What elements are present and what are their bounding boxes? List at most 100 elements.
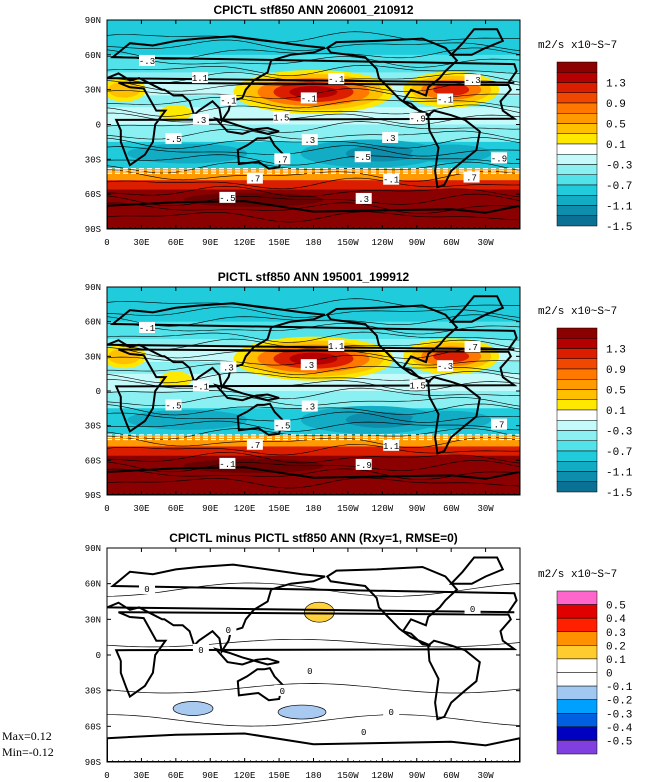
contour-label: 0 bbox=[192, 643, 209, 656]
y-tick-label: 90S bbox=[85, 491, 101, 501]
colorbar-swatch bbox=[556, 461, 598, 472]
contour-line bbox=[107, 387, 520, 400]
contour-label: 1.1 bbox=[192, 72, 208, 84]
svg-text:0: 0 bbox=[470, 605, 475, 615]
colorbar-swatch bbox=[556, 61, 598, 73]
field: -.1 .3 .3 1.1 .7 -.1 -.5 -.9 -.3 -.5 .7 1.1 1.5 .7 -.1… bbox=[107, 287, 520, 495]
colorbar-label: -0.7 bbox=[606, 447, 632, 459]
colorbar-swatch bbox=[556, 440, 598, 452]
max-label: Max=0.12 bbox=[2, 729, 52, 743]
contour-line bbox=[107, 121, 520, 133]
contour-label: -.3 bbox=[139, 55, 155, 67]
units-label: m2/s x10~S~7 bbox=[538, 40, 617, 52]
colorbar-label: 0.5 bbox=[606, 120, 626, 132]
colorbar-label: -0.2 bbox=[606, 696, 632, 708]
y-tick-label: 30N bbox=[85, 352, 101, 362]
band bbox=[107, 287, 520, 322]
coastline-africa bbox=[114, 81, 518, 167]
y-tick-label: 60S bbox=[85, 722, 101, 732]
svg-text:-.3: -.3 bbox=[139, 57, 155, 67]
contour-line bbox=[107, 185, 520, 198]
colorbar-swatch bbox=[556, 348, 598, 359]
svg-text:-.9: -.9 bbox=[356, 461, 372, 471]
y-tick-label: 60N bbox=[85, 318, 101, 328]
svg-text:-.1: -.1 bbox=[220, 97, 236, 107]
colorbar-swatch bbox=[556, 205, 598, 216]
x-tick-label: 60E bbox=[168, 771, 184, 781]
colorbar-swatch bbox=[556, 481, 598, 493]
contour-label: 0 bbox=[464, 602, 481, 615]
colorbar-label: 0.5 bbox=[606, 386, 626, 398]
coastline-eurasia bbox=[107, 302, 518, 391]
contour-label: 0 bbox=[274, 684, 291, 697]
x-tick-label: 30E bbox=[133, 504, 149, 514]
svg-text:1.1: 1.1 bbox=[192, 74, 208, 84]
field: 0 0 0 0 0 0 0 0 bbox=[107, 556, 520, 762]
colorbar: 1.3 0.9 0.5 0.1 -0.3 -0.7 -1.1 -1.5 bbox=[556, 61, 633, 234]
colorbar-swatch bbox=[556, 713, 598, 728]
band bbox=[107, 434, 520, 447]
svg-text:.7: .7 bbox=[249, 441, 260, 451]
x-tick-label: 120E bbox=[234, 771, 256, 781]
low-cell bbox=[127, 409, 248, 430]
contour-line bbox=[107, 428, 520, 440]
contour-label: .7 bbox=[274, 153, 291, 165]
contour-label: 1.5 bbox=[410, 379, 426, 391]
coastline-indonesia bbox=[212, 383, 280, 402]
colorbar-label: 0.5 bbox=[606, 601, 626, 613]
colorbar-swatch bbox=[556, 658, 598, 673]
colorbar-swatch bbox=[556, 154, 598, 165]
colorbar-label: -0.3 bbox=[606, 161, 632, 173]
svg-text:.7: .7 bbox=[494, 421, 505, 431]
x-tick-label: 0 bbox=[104, 238, 109, 248]
svg-text:-.1: -.1 bbox=[193, 382, 209, 392]
x-tick-label: 0 bbox=[104, 504, 109, 514]
x-tick-label: 90W bbox=[409, 238, 426, 248]
x-tick-label: 150E bbox=[268, 504, 290, 514]
contour-label: -.5 bbox=[219, 191, 236, 204]
contour-label: 0 bbox=[355, 725, 372, 738]
svg-text:-.9: -.9 bbox=[410, 115, 426, 125]
colorbar-swatch bbox=[556, 82, 598, 93]
contour-label: -.9 bbox=[356, 458, 372, 471]
colorbar-swatch bbox=[556, 368, 598, 380]
svg-text:-.5: -.5 bbox=[165, 135, 181, 145]
contour-label: .7 bbox=[464, 341, 481, 353]
colorbar-swatch bbox=[556, 672, 598, 687]
contour-label: 0 bbox=[301, 664, 318, 677]
colorbar-label: 0.1 bbox=[606, 406, 626, 418]
zero-contour bbox=[107, 683, 520, 694]
colorbar-swatch bbox=[556, 358, 598, 370]
svg-text:0: 0 bbox=[307, 667, 312, 677]
x-tick-label: 90W bbox=[409, 504, 426, 514]
x-tick-label: 90W bbox=[409, 771, 426, 781]
high-pressure-cell bbox=[159, 104, 192, 121]
contour-label: -.3 bbox=[437, 360, 453, 372]
field: -.3 -.1 .3 -.1 -.3 .3 .7 .3 -.1 -.5 .7 -.1 -.9 -.9 -.5… bbox=[107, 20, 520, 229]
x-tick-label: 120E bbox=[234, 504, 256, 514]
x-tick-label: 30E bbox=[133, 771, 149, 781]
svg-text:1.5: 1.5 bbox=[410, 381, 426, 391]
colorbar-swatch bbox=[556, 420, 598, 431]
colorbar-swatch bbox=[556, 379, 598, 390]
y-tick-label: 30S bbox=[85, 155, 101, 165]
svg-text:.3: .3 bbox=[304, 403, 315, 413]
contour-label: -.1 bbox=[139, 322, 155, 334]
contour-label: 0 bbox=[383, 705, 400, 718]
y-tick-label: 90S bbox=[85, 758, 101, 768]
colorbar-label: 0 bbox=[606, 669, 613, 681]
contour-label: .3 bbox=[300, 359, 317, 371]
x-tick-label: 30W bbox=[477, 238, 494, 248]
contour-label: -.1 bbox=[328, 73, 344, 85]
colorbar-label: 0.1 bbox=[606, 655, 626, 667]
svg-text:0: 0 bbox=[280, 687, 285, 697]
coastline-eurasia bbox=[107, 35, 518, 124]
y-tick-label: 60S bbox=[85, 190, 101, 200]
contour-label: .7 bbox=[463, 171, 480, 184]
contour-line bbox=[107, 435, 520, 448]
y-tick-label: 0 bbox=[96, 387, 101, 397]
y-tick-label: 0 bbox=[96, 121, 101, 131]
contour-label: -.9 bbox=[491, 152, 507, 164]
svg-text:-.1: -.1 bbox=[383, 176, 399, 186]
colorbar-swatch bbox=[556, 92, 598, 104]
